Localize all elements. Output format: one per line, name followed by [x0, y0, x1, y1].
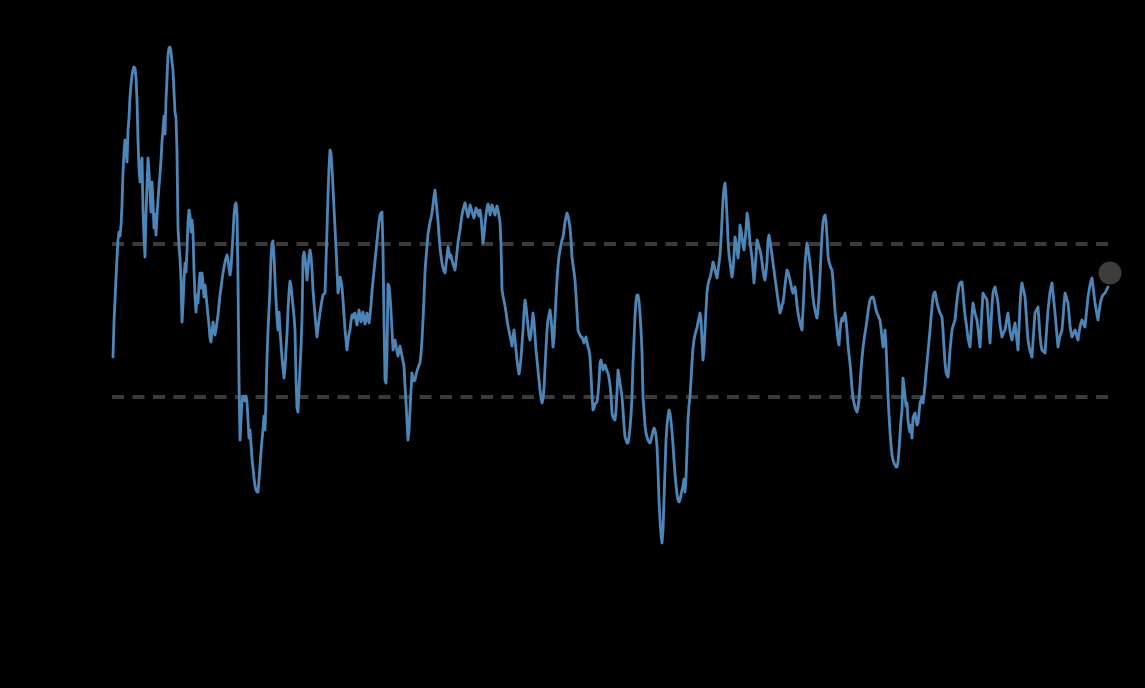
- endpoint-marker-dot: [1098, 261, 1122, 285]
- time-series-line: [111, 45, 1110, 545]
